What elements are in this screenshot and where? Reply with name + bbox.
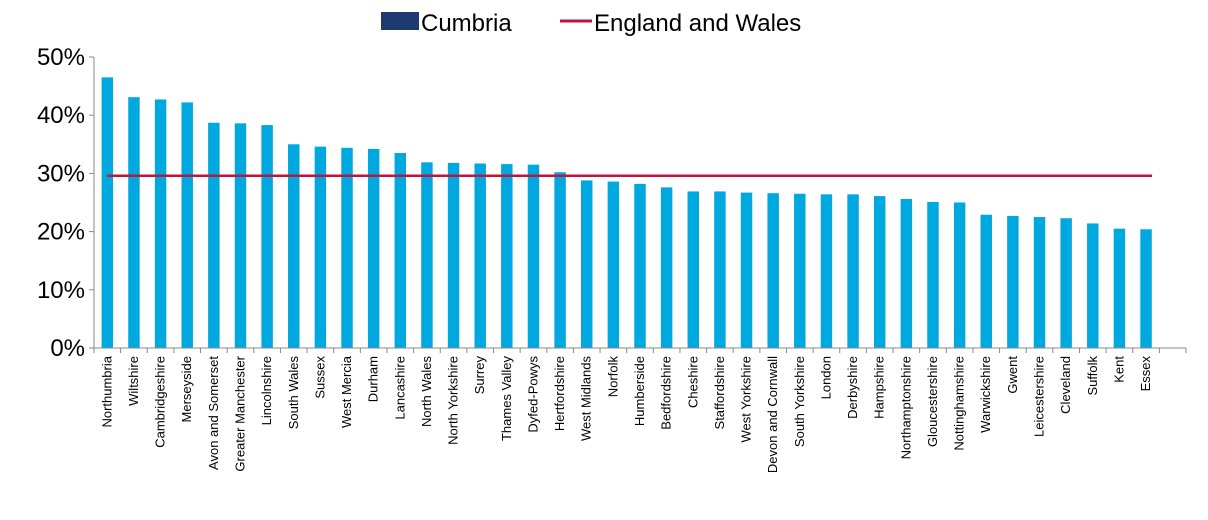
y-axis: 0% 10% 20% 30% 40% 50%: [37, 44, 95, 362]
bar: [288, 144, 300, 348]
x-tick-label: Essex: [1138, 356, 1153, 392]
x-tick-label: Sussex: [312, 356, 327, 399]
bar: [234, 123, 247, 349]
x-tick-label: South Yorkshire: [792, 356, 807, 447]
bar: [367, 148, 380, 348]
x-tick-label: Derbyshire: [845, 356, 860, 419]
x-tick-label: Cheshire: [685, 356, 700, 408]
x-tick-label: Merseyside: [179, 356, 194, 422]
x-tick-label: Northamptonshire: [898, 356, 913, 459]
bar: [767, 193, 779, 348]
bar: [1007, 215, 1019, 348]
x-tick-label: Kent: [1111, 356, 1126, 383]
bar: [980, 214, 992, 348]
bar: [101, 77, 114, 349]
x-tick-label: South Wales: [286, 356, 301, 430]
bar: [421, 162, 433, 348]
x-tick-label: Norfolk: [605, 356, 620, 398]
x-tick-label: Gwent: [1005, 356, 1020, 394]
x-tick-label: West Yorkshire: [739, 356, 754, 442]
y-tick-label: 20%: [37, 219, 85, 246]
bar: [740, 192, 753, 348]
bar: [820, 194, 833, 348]
x-tick-label: Nottinghamshire: [952, 356, 967, 451]
x-tick-label: West Mercia: [339, 355, 354, 428]
y-tick-label: 10%: [37, 277, 85, 304]
bar: [714, 191, 726, 348]
x-tick-label: Suffolk: [1085, 356, 1100, 396]
bar: [1140, 229, 1152, 348]
bar: [554, 172, 566, 348]
bar: [261, 125, 273, 349]
bar: [794, 193, 806, 348]
x-tick-label: North Wales: [419, 356, 434, 428]
x-tick-label: Staffordshire: [712, 356, 727, 429]
x-tick-label: Lincolnshire: [259, 356, 274, 425]
x-tick-label: Thames Valley: [499, 356, 514, 442]
legend: Cumbria England and Wales: [381, 10, 801, 37]
bar: [873, 196, 886, 348]
x-tick-label: Cambridgeshire: [153, 356, 168, 448]
bar: [154, 99, 167, 349]
x-tick-label: West Midlands: [579, 356, 594, 442]
bar: [1113, 228, 1126, 348]
x-tick-label: Northumbria: [99, 355, 114, 427]
x-tick-label: Greater Manchester: [232, 355, 247, 471]
x-tick-label: Durham: [366, 356, 381, 402]
x-tick-label: Hertfordshire: [552, 356, 567, 431]
bar: [181, 102, 193, 348]
legend-england-wales-label: England and Wales: [594, 10, 801, 37]
bar: [1087, 223, 1099, 348]
x-tick-label: Wiltshire: [126, 356, 141, 406]
bar: [847, 194, 859, 348]
bar: [1033, 217, 1046, 348]
bar: [660, 187, 673, 348]
y-tick-label: 50%: [37, 44, 85, 71]
bar: [900, 199, 913, 348]
x-tick-label: Avon and Somerset: [206, 356, 221, 470]
bar: [128, 97, 140, 349]
bar: [341, 147, 353, 348]
y-tick-label: 30%: [37, 160, 85, 187]
bar: [314, 146, 327, 348]
legend-cumbria-label: Cumbria: [421, 10, 512, 37]
y-tick-label: 0%: [50, 335, 85, 362]
x-tick-label: Devon and Cornwall: [765, 356, 780, 473]
y-tick-label: 40%: [37, 102, 85, 129]
bar: [687, 191, 699, 348]
bar: [208, 122, 220, 349]
x-tick-label: Hampshire: [872, 356, 887, 419]
x-tick-label: Lancashire: [392, 356, 407, 420]
x-tick-label: North Yorkshire: [446, 356, 461, 445]
x-tick-label: Surrey: [472, 356, 487, 395]
x-tick-label: Humberside: [632, 356, 647, 426]
bar: [581, 180, 593, 348]
legend-cumbria-swatch: [381, 12, 419, 30]
bar: [527, 164, 540, 348]
x-tick-label: Leicestershire: [1032, 356, 1047, 437]
bar: [634, 183, 646, 348]
x-tick-label: London: [818, 356, 833, 399]
x-axis: Northumbria Wiltshire Cambridgeshire Mersey…: [93, 347, 1187, 473]
bar: [1060, 218, 1072, 348]
x-tick-label: Cleveland: [1058, 356, 1073, 414]
bar: [474, 163, 486, 348]
bar: [394, 153, 407, 348]
bar-series: [101, 77, 1152, 349]
bar: [447, 162, 460, 348]
bar: [607, 181, 620, 348]
bar: [501, 164, 513, 348]
bar: [927, 201, 939, 348]
x-tick-label: Dyfed-Powys: [525, 356, 540, 433]
x-tick-label: Gloucestershire: [925, 356, 940, 447]
x-tick-label: Warwickshire: [978, 356, 993, 433]
x-tick-label: Bedfordshire: [659, 356, 674, 430]
bar: [953, 202, 966, 348]
